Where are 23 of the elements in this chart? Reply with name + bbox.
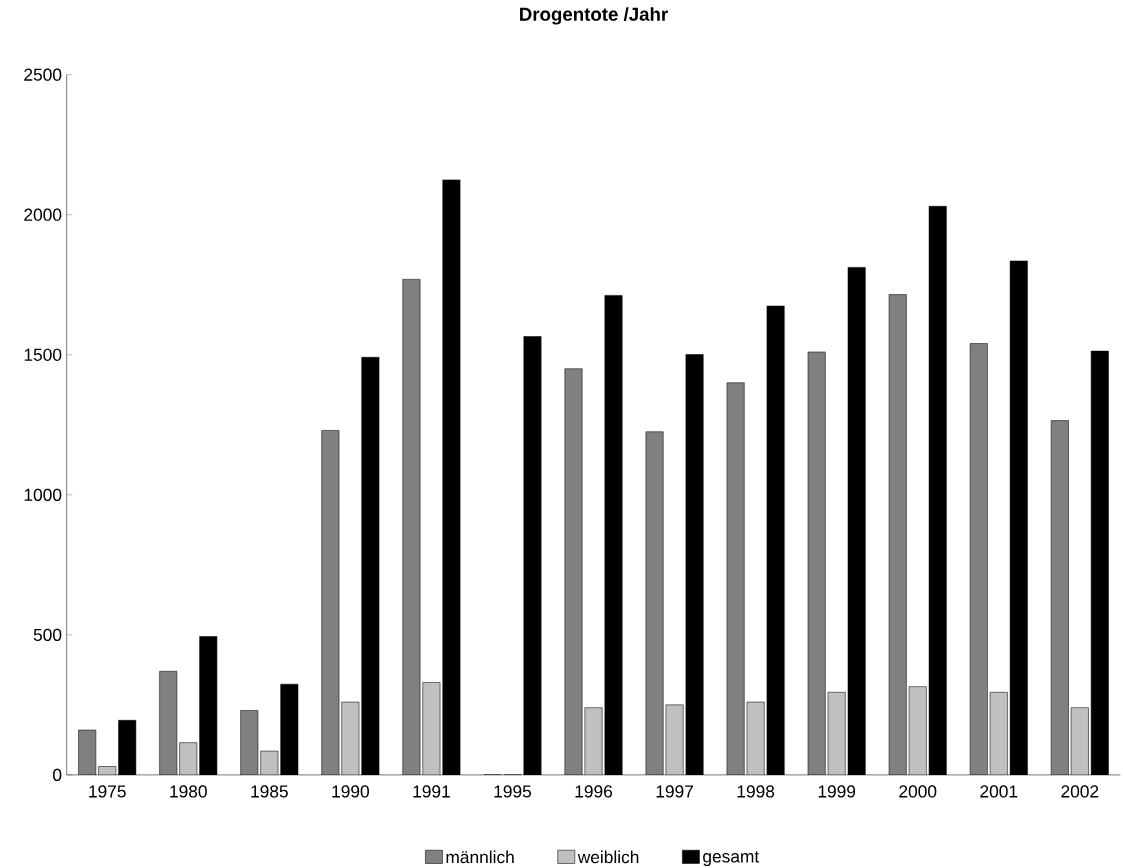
x-tick-label: 1980 (170, 785, 207, 798)
y-tick-label: 0 (53, 768, 62, 781)
x-tick-label: 1996 (575, 785, 613, 798)
x-tick-label: 1995 (494, 785, 532, 798)
y-tick-label: 1500 (24, 348, 62, 361)
x-tick-label: 2002 (1061, 785, 1099, 798)
y-tick-label: 1000 (24, 488, 62, 501)
x-tick-label: 1999 (818, 785, 856, 798)
chart-title: Drogentote /Jahr (520, 7, 668, 25)
x-tick-label: 1997 (656, 785, 693, 798)
x-tick-label: 2000 (899, 785, 937, 798)
y-tick-label: 500 (33, 628, 62, 641)
x-tick-label: 1998 (737, 785, 775, 798)
x-tick-label: 1985 (251, 785, 288, 798)
x-tick-label: 1975 (89, 785, 126, 798)
x-tick-label: 1990 (332, 785, 369, 798)
y-tick-label: 2500 (24, 68, 62, 81)
y-tick-label: 2000 (24, 208, 62, 221)
legend-label: männlich (446, 850, 514, 864)
legend-label: gesamt (703, 851, 760, 866)
x-tick-label: 2001 (980, 785, 1018, 798)
x-tick-label: 1991 (413, 785, 450, 798)
legend-label: weiblich (577, 850, 639, 864)
